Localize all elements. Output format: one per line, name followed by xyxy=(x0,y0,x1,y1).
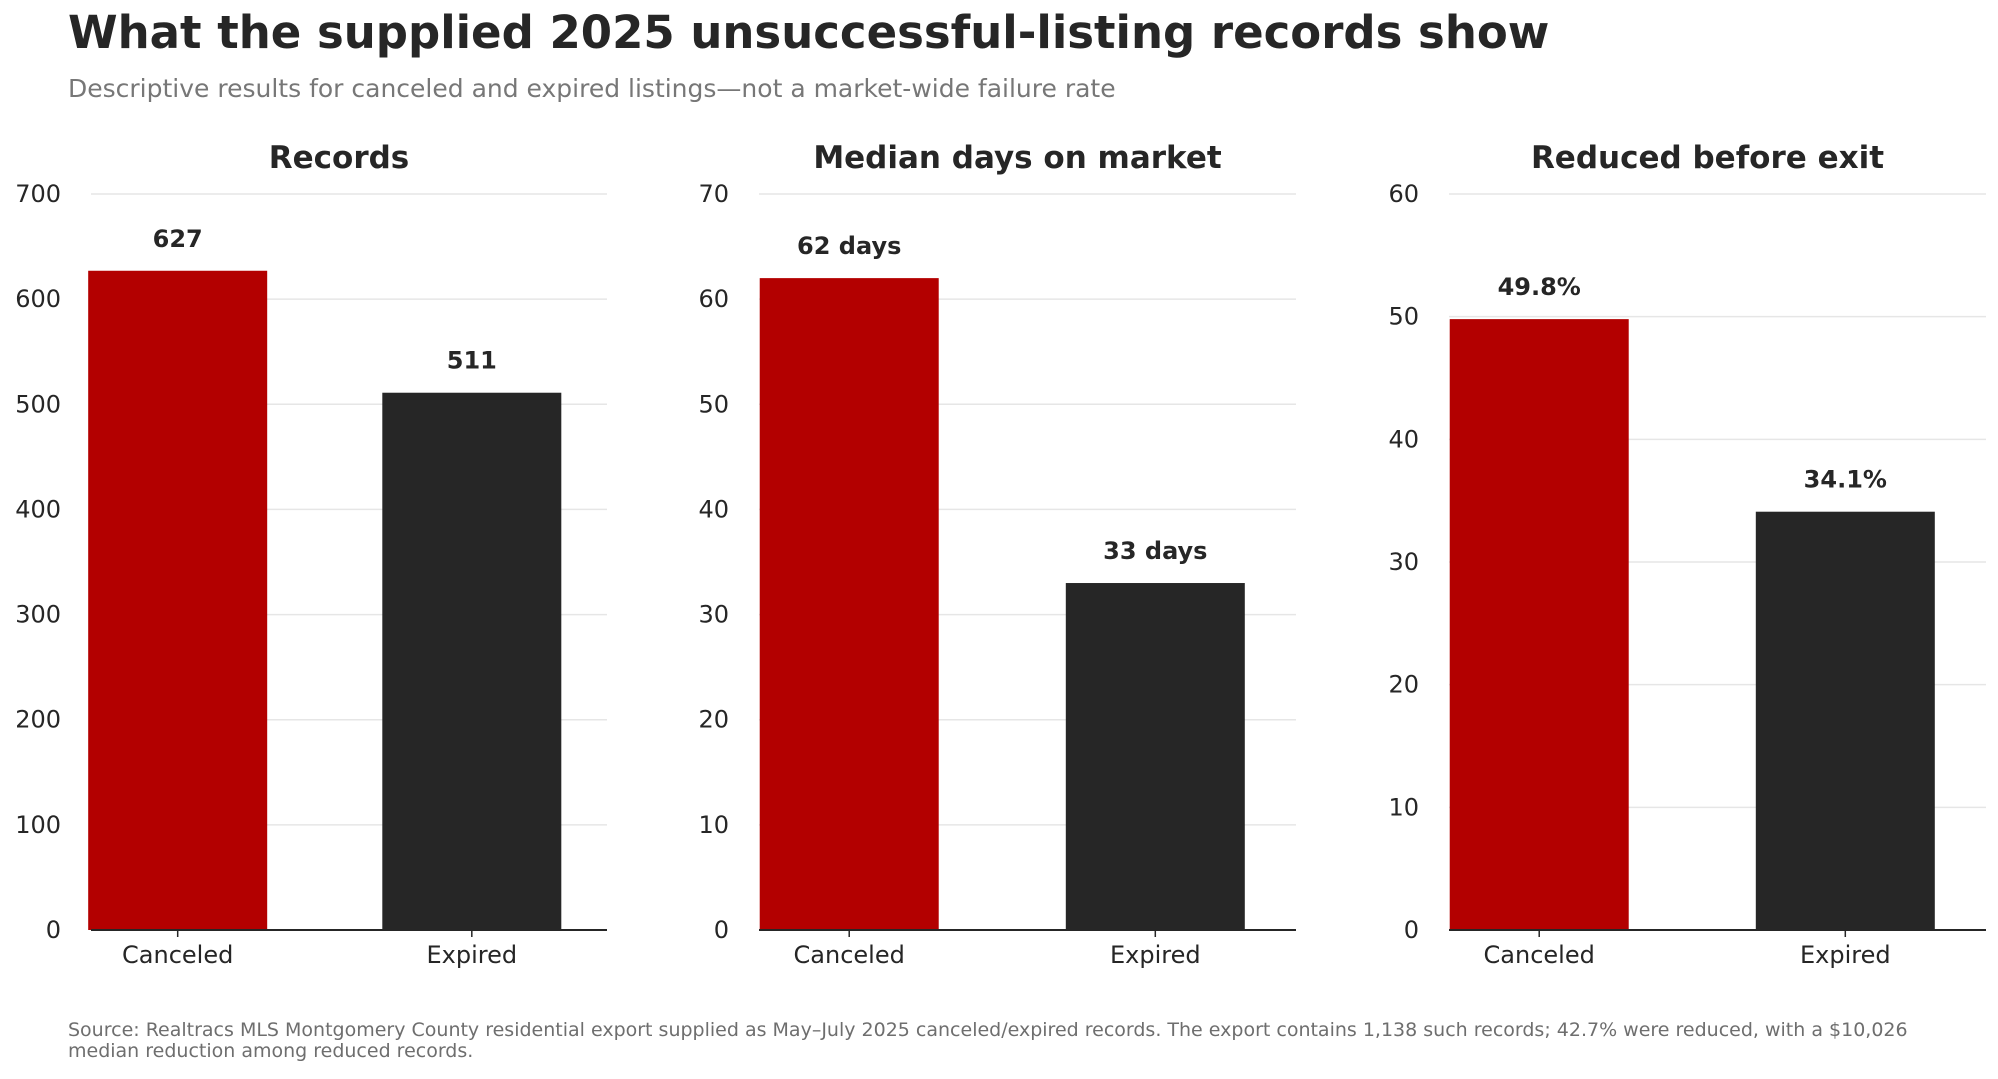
x-tick-label: Canceled xyxy=(122,941,233,969)
y-tick-label: 10 xyxy=(698,811,729,839)
panel-title: Median days on market xyxy=(813,140,1222,176)
y-tick-label: 600 xyxy=(15,285,61,313)
bar-expired xyxy=(1755,511,1935,930)
bar-expired xyxy=(382,392,562,931)
y-tick-label: 60 xyxy=(698,285,729,313)
x-tick-label: Canceled xyxy=(794,941,905,969)
x-tick-label: Expired xyxy=(1800,941,1891,969)
y-tick-label: 20 xyxy=(698,706,729,734)
y-tick-label: 500 xyxy=(15,390,61,418)
y-tick-label: 30 xyxy=(1388,548,1419,576)
y-tick-label: 20 xyxy=(1388,671,1419,699)
data-label: 511 xyxy=(447,347,497,375)
y-tick-label: 40 xyxy=(1388,425,1419,453)
bar-canceled xyxy=(88,270,268,930)
data-label: 33 days xyxy=(1103,537,1207,565)
y-tick-label: 700 xyxy=(15,180,61,208)
y-tick-label: 200 xyxy=(15,706,61,734)
bar-expired xyxy=(1065,583,1245,930)
x-tick-label: Expired xyxy=(1110,941,1201,969)
y-tick-label: 300 xyxy=(15,601,61,629)
y-tick-label: 0 xyxy=(46,916,61,944)
source-note: Source: Realtracs MLS Montgomery County … xyxy=(68,1019,1908,1062)
y-tick-label: 100 xyxy=(15,811,61,839)
data-label: 34.1% xyxy=(1804,466,1887,494)
data-label: 627 xyxy=(153,225,203,253)
y-tick-label: 10 xyxy=(1388,793,1419,821)
x-tick-label: Canceled xyxy=(1484,941,1595,969)
data-label: 62 days xyxy=(797,232,901,260)
bar-canceled xyxy=(759,278,939,931)
bar-canceled xyxy=(1449,319,1629,930)
panel-title: Records xyxy=(269,140,410,176)
y-tick-label: 50 xyxy=(1388,303,1419,331)
y-tick-label: 40 xyxy=(698,495,729,523)
page-title: What the supplied 2025 unsuccessful-list… xyxy=(68,6,1550,59)
y-tick-label: 0 xyxy=(714,916,729,944)
x-tick-label: Expired xyxy=(427,941,518,969)
y-tick-label: 0 xyxy=(1404,916,1419,944)
panel-title: Reduced before exit xyxy=(1531,140,1884,176)
y-tick-label: 30 xyxy=(698,601,729,629)
page-subtitle: Descriptive results for canceled and exp… xyxy=(68,74,1116,103)
y-tick-label: 50 xyxy=(698,390,729,418)
data-label: 49.8% xyxy=(1498,273,1581,301)
y-tick-label: 60 xyxy=(1388,180,1419,208)
y-tick-label: 70 xyxy=(698,180,729,208)
y-tick-label: 400 xyxy=(15,495,61,523)
